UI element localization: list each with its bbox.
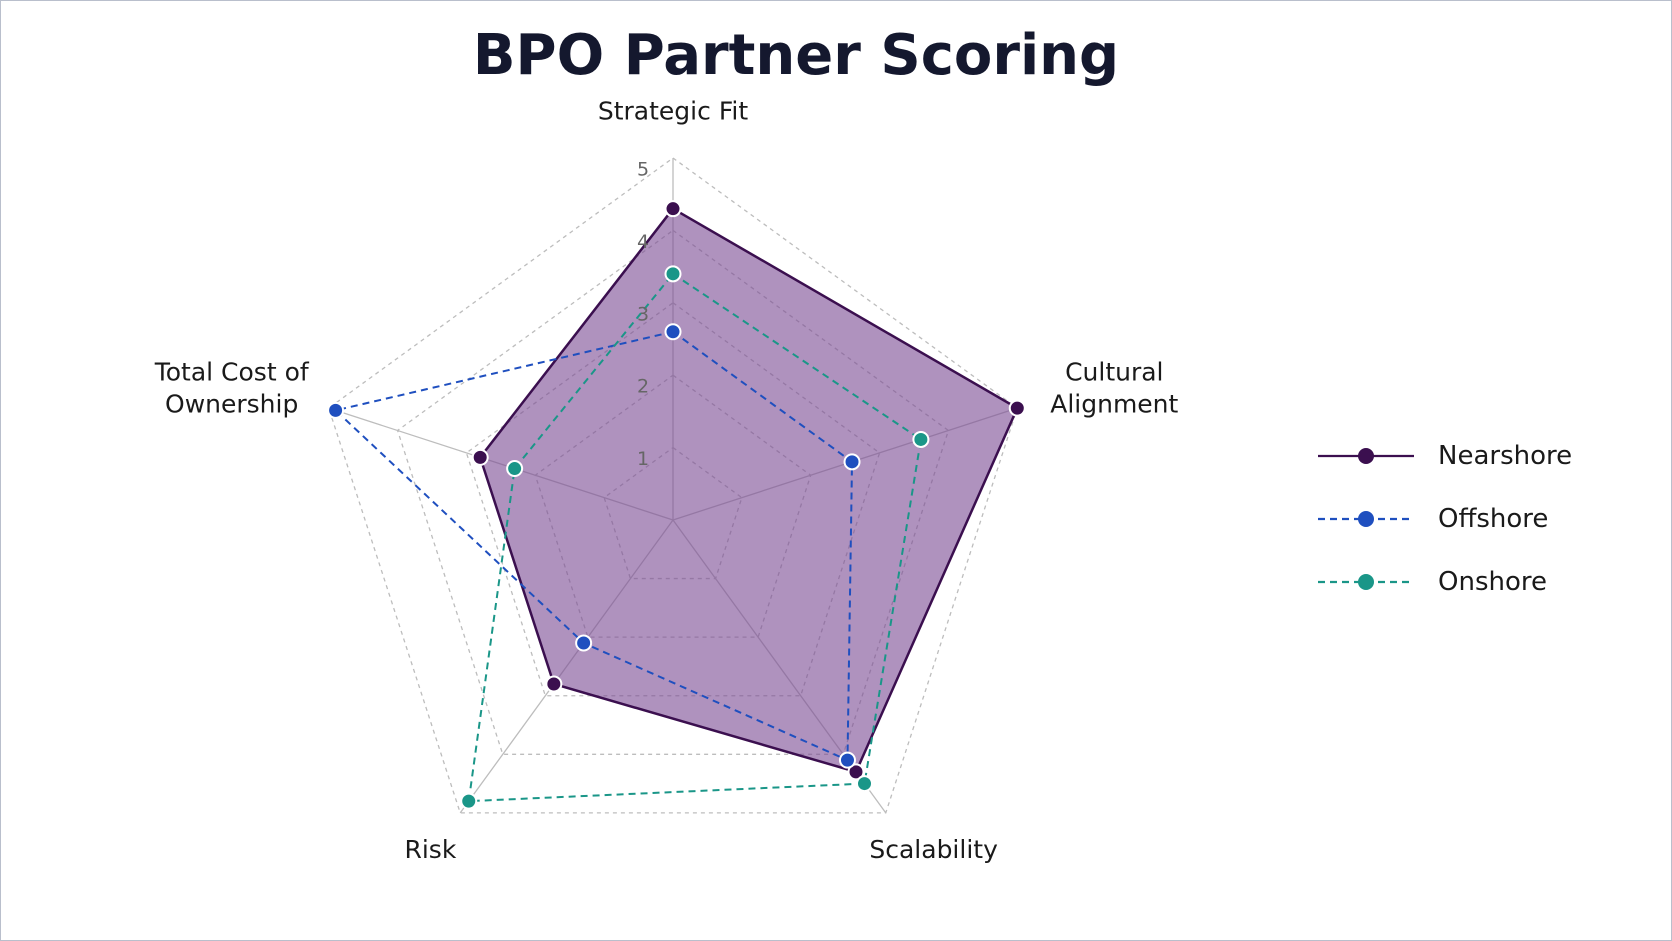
data-point: [460, 792, 478, 810]
series-area: [333, 330, 854, 762]
data-point: [575, 634, 593, 652]
data-point: [856, 775, 874, 793]
data-point: [664, 323, 682, 341]
series-area: [478, 207, 1019, 774]
data-point: [471, 448, 489, 466]
axis-label: Total Cost of Ownership: [154, 357, 309, 419]
data-point: [847, 763, 865, 781]
r-tick-label: 1: [637, 448, 649, 470]
r-tick-label: 2: [637, 376, 649, 398]
data-point: [506, 460, 524, 478]
data-point: [843, 453, 861, 471]
chart-title: BPO Partner Scoring: [472, 23, 1120, 88]
legend-marker: [1358, 574, 1374, 590]
r-tick-label: 5: [637, 159, 649, 181]
data-point: [664, 200, 682, 218]
legend-marker: [1358, 511, 1374, 527]
data-point: [327, 401, 345, 419]
axis-label: Cultural Alignment: [1050, 357, 1179, 419]
legend-label: Onshore: [1438, 567, 1547, 597]
data-point: [664, 265, 682, 283]
axis-label: Strategic Fit: [597, 96, 749, 126]
r-tick-label: 4: [637, 231, 649, 253]
data-point: [1008, 399, 1026, 417]
data-point: [912, 430, 930, 448]
series-area: [467, 272, 922, 803]
legend-label: Nearshore: [1438, 441, 1573, 471]
r-tick-label: 3: [637, 303, 649, 325]
grid-ring: [327, 157, 1019, 814]
legend-label: Offshore: [1438, 504, 1549, 534]
axis-label: Risk: [404, 835, 457, 865]
axis-label: Scalability: [869, 835, 998, 865]
legend-marker: [1358, 448, 1374, 464]
data-point: [545, 675, 563, 693]
data-point: [838, 751, 856, 769]
